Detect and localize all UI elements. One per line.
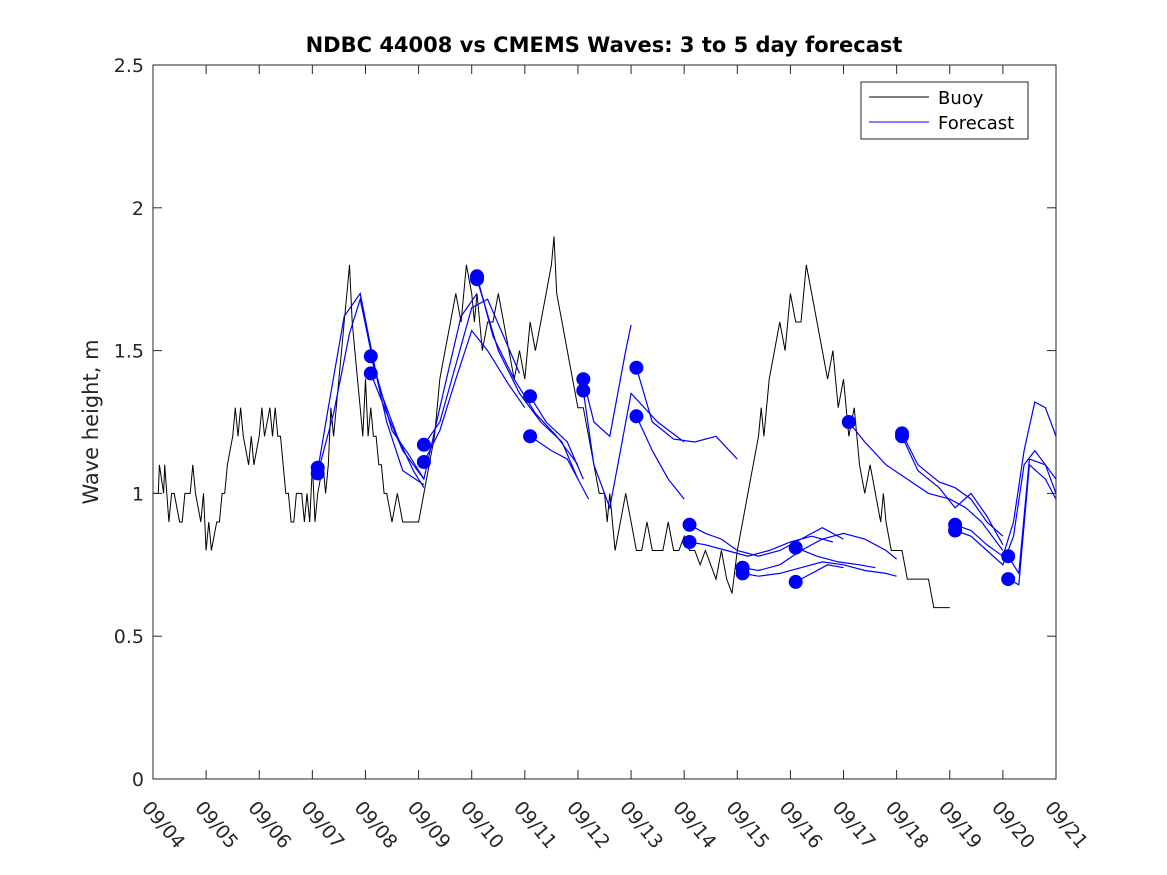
y-tick-label: 2.5 [114, 55, 144, 77]
forecast-line [954, 401, 1057, 558]
y-tick-label: 2 [132, 198, 144, 220]
forecast-start-marker [629, 360, 644, 375]
forecast-line [689, 524, 844, 557]
forecast-start-marker [363, 366, 378, 381]
forecast-start-marker [1001, 549, 1016, 564]
legend: Buoy Forecast [860, 81, 1029, 140]
forecast-start-marker [1001, 572, 1016, 587]
y-tick-label: 1 [132, 483, 144, 505]
y-tick-label: 0.5 [114, 626, 144, 648]
forecast-line [742, 532, 897, 572]
forecast-start-marker [523, 429, 538, 444]
forecast-line [689, 535, 834, 557]
forecast-line [635, 416, 685, 500]
forecast-start-marker [948, 523, 963, 538]
forecast-line [423, 298, 521, 446]
y-axis-label: Wave height, m [79, 339, 103, 504]
forecast-line [582, 324, 632, 438]
forecast-line [317, 296, 425, 486]
forecast-start-marker [682, 517, 697, 532]
forecast-line [848, 421, 1004, 551]
chart-title: NDBC 44008 vs CMEMS Waves: 3 to 5 day fo… [306, 33, 903, 57]
forecast-start-marker [363, 349, 378, 364]
forecast-start-markers [310, 269, 1016, 589]
forecast-line [901, 436, 1004, 546]
forecast-start-marker [523, 389, 538, 404]
legend-box [860, 81, 1029, 140]
forecast-start-marker [416, 455, 431, 469]
forecast-line [635, 367, 738, 460]
forecast-line [529, 395, 584, 480]
forecast-start-marker [416, 437, 431, 452]
forecast-line [529, 435, 590, 500]
forecast-start-marker [841, 415, 856, 429]
forecast-series [317, 276, 1057, 586]
forecast-line [954, 449, 1057, 566]
legend-buoy-label: Buoy [938, 88, 984, 109]
forecast-line [317, 292, 425, 480]
forecast-start-marker [470, 272, 484, 287]
forecast-line [423, 329, 526, 463]
forecast-start-marker [310, 466, 325, 481]
forecast-start-marker [788, 574, 803, 589]
forecast-line [795, 547, 876, 569]
y-tick-label: 1.5 [114, 341, 144, 363]
forecast-line [370, 293, 478, 481]
y-axis: 0 0.5 1 1.5 2 2.5 [114, 55, 1056, 791]
forecast-start-marker [735, 566, 750, 581]
y-tick-label: 0 [132, 769, 144, 791]
forecast-start-marker [788, 540, 803, 555]
forecast-line [742, 561, 897, 577]
forecast-line [370, 356, 425, 489]
plot-area [152, 64, 1057, 780]
forecast-start-marker [682, 535, 697, 549]
forecast-line [795, 564, 844, 583]
forecast-line [476, 279, 579, 480]
forecast-line [582, 390, 685, 510]
forecast-line [901, 433, 1004, 537]
axes-box [152, 64, 1057, 780]
forecast-start-marker [895, 429, 909, 444]
forecast-line [1007, 458, 1057, 576]
forecast-start-marker [576, 383, 591, 398]
legend-forecast-label: Forecast [938, 113, 1014, 134]
forecast-line [1007, 463, 1057, 586]
forecast-start-marker [629, 409, 644, 424]
